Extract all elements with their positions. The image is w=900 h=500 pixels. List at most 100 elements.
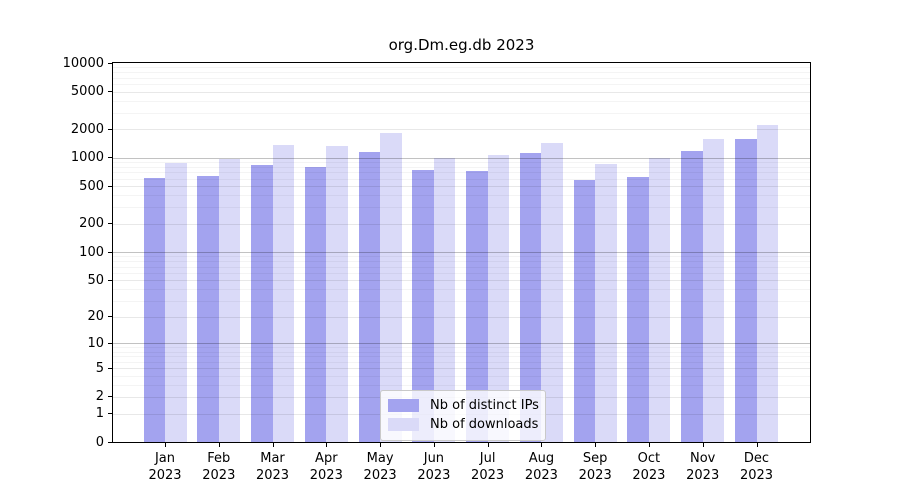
- bar-nb-of-downloads-apr: [326, 146, 348, 442]
- x-tick-apr: [326, 443, 328, 447]
- x-tick-label-sep: Sep 2023: [567, 450, 623, 484]
- x-tick-month-oct: Oct: [637, 451, 661, 466]
- x-tick-label-aug: Aug 2023: [513, 450, 569, 484]
- x-tick-jan: [165, 443, 166, 447]
- y-tick-20: [108, 316, 112, 318]
- bar-nb-of-downloads-sep: [595, 163, 617, 442]
- x-tick-label-dec: Dec 2023: [729, 450, 785, 484]
- x-tick-label-apr: Apr 2023: [298, 450, 354, 484]
- x-tick-year-jun: 2023: [417, 468, 451, 483]
- legend-label-distinct-ips: Nb of distinct IPs: [430, 398, 539, 413]
- y-tick-1000: [108, 157, 112, 159]
- x-tick-dec: [756, 443, 758, 447]
- y-tick-200: [108, 223, 112, 225]
- y-tick-label-20: 20: [87, 309, 104, 325]
- x-tick-label-jan: Jan 2023: [137, 450, 193, 484]
- y-tick-5: [108, 367, 112, 369]
- y-tick-label-1000: 1000: [70, 150, 104, 166]
- x-tick-label-mar: Mar 2023: [245, 450, 301, 484]
- x-tick-month-jan: Jan: [154, 451, 176, 466]
- bar-nb-of-distinct-ips-jul: [466, 171, 488, 442]
- y-tick-label-100: 100: [79, 244, 104, 260]
- y-tick-label-50: 50: [87, 272, 104, 288]
- y-tick-0: [108, 441, 112, 443]
- x-tick-month-apr: Apr: [315, 451, 338, 466]
- legend-entry-downloads: Nb of downloads: [388, 415, 538, 434]
- x-tick-year-sep: 2023: [578, 468, 612, 483]
- bar-nb-of-distinct-ips-jun: [412, 170, 434, 442]
- legend-swatch-distinct-ips: [388, 399, 419, 412]
- x-tick-year-jul: 2023: [471, 468, 505, 483]
- y-tick-label-5: 5: [95, 360, 104, 376]
- bar-nb-of-downloads-may: [380, 132, 402, 442]
- bar-nb-of-downloads-jul: [487, 155, 510, 442]
- bar-nb-of-downloads-jun: [433, 157, 456, 442]
- x-tick-aug: [541, 443, 543, 447]
- x-tick-label-may: May 2023: [352, 450, 408, 484]
- y-tick-label-2: 2: [95, 389, 104, 405]
- x-tick-label-nov: Nov 2023: [675, 450, 731, 484]
- bar-nb-of-downloads-mar: [272, 144, 294, 442]
- bar-nb-of-distinct-ips-mar: [251, 165, 273, 442]
- x-tick-year-oct: 2023: [632, 468, 666, 483]
- plot-area: Nb of distinct IPs Nb of downloads: [112, 62, 811, 443]
- y-tick-label-2000: 2000: [70, 121, 104, 137]
- x-tick-year-dec: 2023: [739, 468, 774, 483]
- x-tick-month-may: May: [366, 451, 394, 466]
- chart-title: org.Dm.eg.db 2023: [388, 36, 535, 54]
- y-tick-10000: [108, 62, 112, 64]
- x-tick-year-feb: 2023: [202, 468, 236, 483]
- x-tick-jun: [433, 443, 435, 447]
- legend-entry-distinct-ips: Nb of distinct IPs: [388, 396, 539, 415]
- y-tick-1: [108, 413, 112, 414]
- bar-nb-of-distinct-ips-feb: [197, 176, 219, 442]
- x-tick-month-jul: Jul: [479, 451, 496, 466]
- x-tick-feb: [218, 443, 220, 447]
- y-tick-5000: [108, 91, 112, 92]
- bar-nb-of-distinct-ips-oct: [627, 177, 649, 442]
- x-tick-year-may: 2023: [363, 468, 397, 483]
- x-tick-year-apr: 2023: [309, 468, 343, 483]
- x-tick-month-nov: Nov: [690, 451, 716, 466]
- legend: Nb of distinct IPs Nb of downloads: [380, 390, 546, 441]
- x-tick-label-jun: Jun 2023: [406, 450, 462, 484]
- y-tick-500: [108, 185, 112, 187]
- x-tick-month-aug: Aug: [528, 451, 555, 466]
- bar-nb-of-downloads-jan: [165, 163, 187, 442]
- x-tick-jul: [487, 443, 489, 447]
- bars-layer: [113, 63, 810, 442]
- legend-swatch-downloads: [388, 418, 419, 431]
- y-tick-label-200: 200: [79, 216, 104, 232]
- x-tick-oct: [648, 443, 650, 447]
- x-tick-nov: [702, 443, 704, 447]
- y-tick-label-1: 1: [95, 406, 104, 421]
- x-tick-month-feb: Feb: [207, 451, 231, 466]
- x-tick-label-jul: Jul 2023: [460, 450, 516, 484]
- bar-nb-of-distinct-ips-aug: [519, 153, 542, 442]
- x-tick-year-aug: 2023: [524, 468, 558, 483]
- x-tick-year-jan: 2023: [148, 468, 182, 483]
- bar-nb-of-distinct-ips-dec: [735, 139, 757, 442]
- x-tick-year-mar: 2023: [255, 468, 290, 483]
- x-tick-year-nov: 2023: [686, 468, 720, 483]
- y-tick-50: [108, 279, 112, 281]
- y-tick-label-500: 500: [79, 178, 104, 194]
- x-tick-may: [380, 443, 382, 447]
- x-tick-sep: [595, 443, 597, 447]
- bar-nb-of-distinct-ips-sep: [573, 179, 596, 442]
- y-tick-label-5000: 5000: [70, 84, 104, 99]
- y-tick-label-10000: 10000: [62, 55, 104, 71]
- y-tick-label-0: 0: [95, 434, 104, 450]
- x-tick-month-dec: Dec: [743, 451, 770, 466]
- bar-nb-of-downloads-aug: [541, 143, 563, 442]
- y-tick-10: [108, 342, 112, 344]
- x-tick-month-mar: Mar: [260, 451, 285, 466]
- bar-nb-of-distinct-ips-jan: [143, 178, 165, 442]
- bar-nb-of-downloads-feb: [218, 159, 241, 442]
- bar-nb-of-downloads-oct: [648, 157, 671, 442]
- x-tick-label-feb: Feb 2023: [191, 450, 247, 484]
- bar-nb-of-distinct-ips-nov: [681, 150, 703, 442]
- bar-nb-of-distinct-ips-apr: [304, 167, 327, 442]
- y-tick-2: [108, 396, 112, 398]
